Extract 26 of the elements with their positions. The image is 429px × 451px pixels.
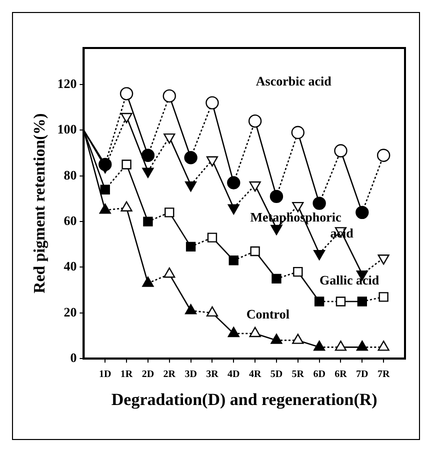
text: Ascorbic acid xyxy=(256,74,332,89)
x-tick-label: 2D xyxy=(142,369,154,380)
x-tick-label: 3R xyxy=(206,369,220,380)
x-axis-title: Degradation(D) and regeneration(R) xyxy=(111,390,378,410)
x-tick-label: 5R xyxy=(292,369,305,380)
x-tick-label: 7R xyxy=(377,369,390,380)
y-tick-label: 40 xyxy=(64,258,77,274)
x-tick-label: 4D xyxy=(228,369,240,380)
y-tick-label: 20 xyxy=(64,304,77,320)
x-tick-label: 7D xyxy=(356,369,368,380)
y-tick-label: 60 xyxy=(64,212,77,228)
x-tick-label: 6R xyxy=(334,369,348,380)
x-tick-label: 1R xyxy=(120,369,134,380)
y-tick-label: 80 xyxy=(64,167,77,182)
x-tick-label: 4R xyxy=(248,369,262,380)
x-tick-label: 6D xyxy=(313,369,326,380)
y-axis-title: Red pigment retention(%) xyxy=(32,113,49,294)
y-tick-label: 0 xyxy=(70,350,77,365)
series-label: Control xyxy=(246,306,290,322)
y-tick-label: 120 xyxy=(57,76,77,91)
x-tick-label: 5D xyxy=(270,369,283,380)
series-label: Gallic acid xyxy=(320,272,380,288)
x-tick-label: 1D xyxy=(99,369,112,380)
x-tick-label: 3D xyxy=(184,369,197,380)
x-tick-label: 2R xyxy=(163,369,176,380)
y-tick-label: 100 xyxy=(57,122,77,137)
